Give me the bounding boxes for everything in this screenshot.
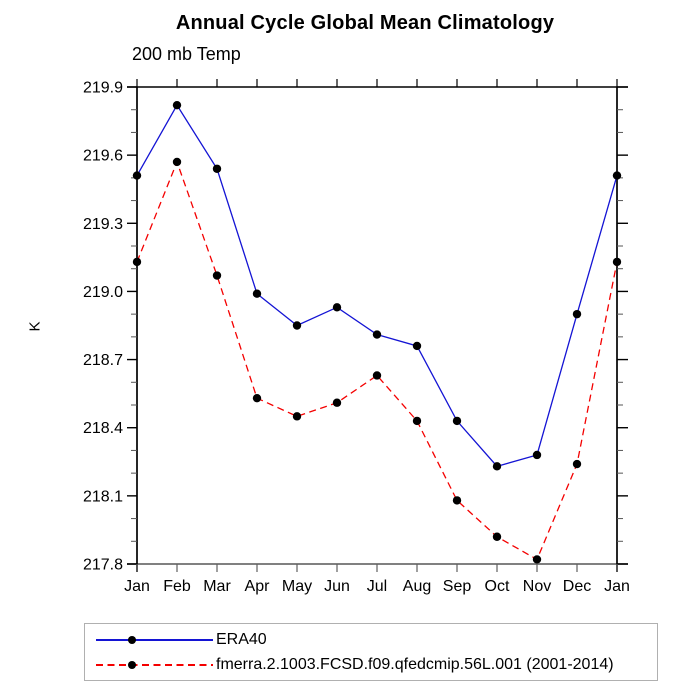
legend-label: ERA40: [216, 630, 267, 648]
data-point-marker: [452, 416, 462, 426]
data-point-marker: [372, 371, 382, 380]
chart-subtitle: 200 mb Temp: [132, 44, 241, 64]
data-point-marker: [332, 398, 342, 407]
data-point-marker: [132, 171, 142, 180]
data-point-marker: [492, 532, 502, 541]
x-tick-label: Jul: [367, 578, 387, 595]
legend-line-sample-dashed: [96, 660, 213, 670]
data-point-marker: [252, 393, 262, 403]
x-tick-label: Sep: [443, 578, 472, 595]
legend-item-fmerra: fmerra.2.1003.FCSD.f09.qfedcmip.56L.001 …: [85, 654, 657, 676]
legend-solid-line: [96, 638, 213, 641]
x-tick-label: Jan: [604, 578, 630, 595]
y-tick-label: 217.8: [83, 557, 123, 574]
data-point-marker: [212, 271, 222, 280]
data-point-marker: [372, 330, 382, 339]
y-tick-label: 218.7: [83, 352, 123, 369]
legend-line-sample-solid: [96, 635, 213, 645]
y-tick-label: 219.9: [83, 80, 123, 97]
y-tick-label: 219.3: [83, 216, 123, 233]
data-point-marker: [132, 257, 142, 267]
x-tick-label: Nov: [523, 578, 551, 595]
data-point-marker: [612, 257, 622, 267]
series-line-0: [136, 103, 618, 468]
x-tick-label: Jan: [124, 578, 150, 595]
x-tick-label: Feb: [163, 578, 191, 595]
data-point-marker: [412, 341, 422, 351]
data-point-marker: [612, 171, 622, 180]
data-point-marker: [532, 450, 542, 460]
x-tick-label: May: [282, 578, 312, 595]
x-tick-label: Dec: [563, 578, 591, 595]
y-tick-label: 219.0: [83, 284, 123, 301]
x-tick-label: Mar: [203, 578, 231, 595]
data-point-marker: [172, 100, 182, 110]
x-tick-label: Aug: [403, 578, 431, 595]
data-point-marker: [452, 496, 462, 505]
y-tick-label: 218.4: [83, 420, 123, 437]
legend-marker-dot: [128, 660, 136, 669]
data-point-marker: [292, 321, 302, 330]
legend: ERA40 fmerra.2.1003.FCSD.f09.qfedcmip.56…: [84, 623, 658, 681]
y-tick-label: 218.1: [83, 488, 123, 505]
data-point-marker: [492, 462, 502, 471]
data-point-marker: [292, 412, 302, 421]
data-point-marker: [572, 459, 582, 469]
y-tick-label: 219.6: [83, 148, 123, 165]
x-tick-label: Jun: [324, 578, 350, 595]
data-point-marker: [172, 157, 182, 167]
x-tick-label: Oct: [485, 578, 510, 595]
data-point-marker: [212, 164, 222, 173]
chart-title: Annual Cycle Global Mean Climatology: [175, 12, 555, 34]
data-point-marker: [332, 303, 342, 312]
data-point-marker: [412, 416, 422, 426]
data-point-marker: [252, 289, 262, 298]
legend-dashed-line: [96, 663, 213, 666]
legend-label: fmerra.2.1003.FCSD.f09.qfedcmip.56L.001 …: [216, 655, 614, 673]
series-line-1: [136, 160, 618, 561]
data-point-marker: [532, 555, 542, 564]
legend-marker-dot: [128, 635, 136, 644]
x-tick-label: Apr: [245, 578, 271, 595]
legend-item-era40: ERA40: [85, 629, 657, 651]
data-point-marker: [572, 309, 582, 319]
